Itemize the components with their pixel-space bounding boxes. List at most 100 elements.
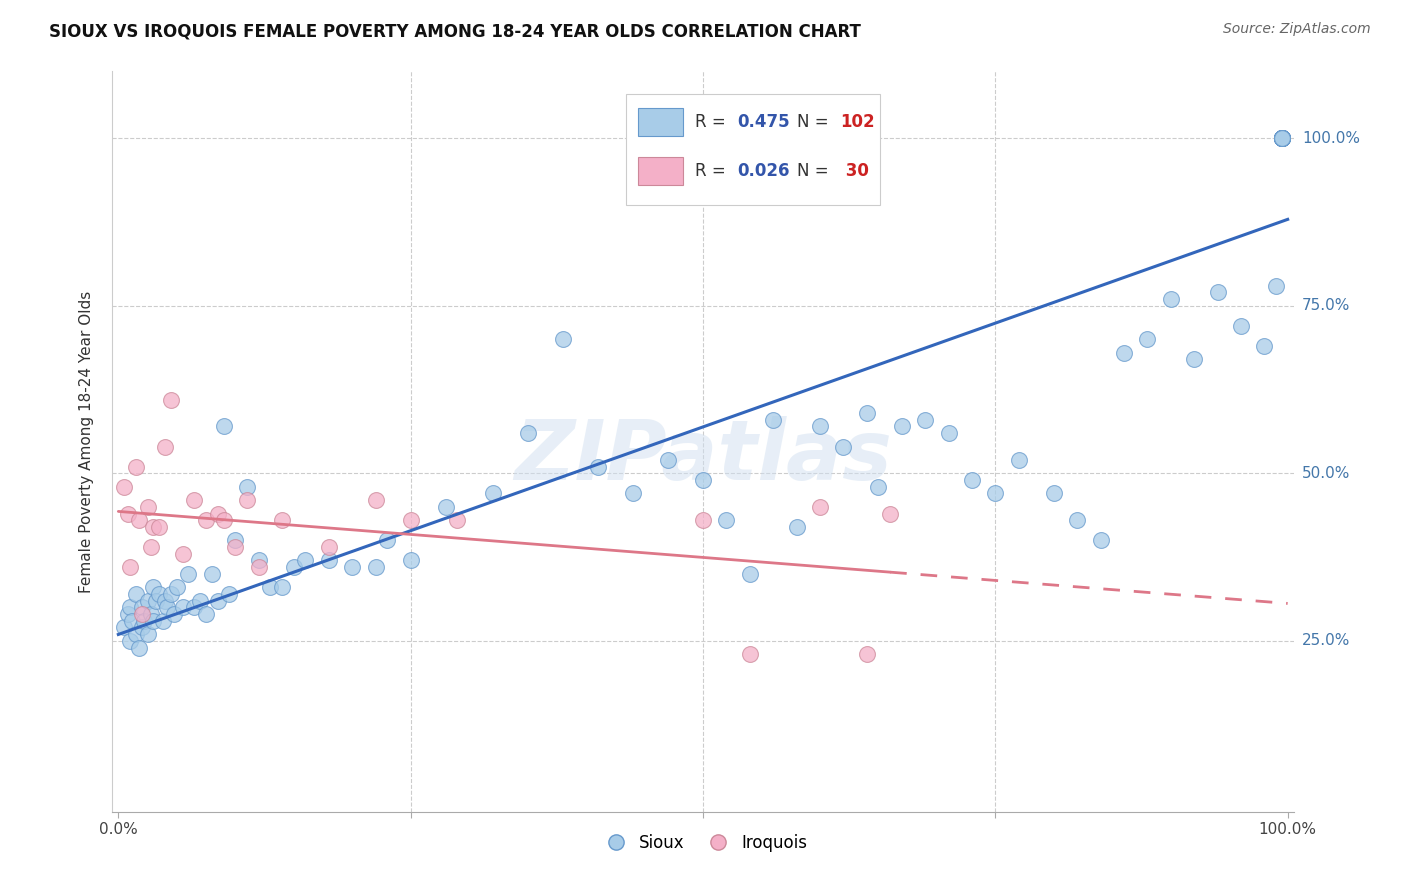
Point: [236, 480, 259, 494]
Point: [212, 513, 235, 527]
Point: [1271, 131, 1294, 145]
Point: [1271, 131, 1294, 145]
Point: [132, 614, 155, 628]
Point: [218, 587, 240, 601]
Point: [1066, 513, 1088, 527]
Y-axis label: Female Poverty Among 18-24 Year Olds: Female Poverty Among 18-24 Year Olds: [79, 291, 94, 592]
Point: [152, 614, 174, 628]
Point: [128, 640, 150, 655]
Point: [890, 419, 912, 434]
Text: 25.0%: 25.0%: [1302, 633, 1350, 648]
Point: [716, 513, 738, 527]
Point: [692, 513, 714, 527]
Point: [212, 419, 235, 434]
Point: [657, 453, 679, 467]
Point: [984, 486, 1007, 500]
Point: [131, 607, 153, 621]
Point: [1271, 131, 1294, 145]
Point: [1271, 131, 1294, 145]
Point: [125, 587, 148, 601]
Point: [207, 507, 229, 521]
Point: [1112, 345, 1135, 359]
Point: [195, 513, 218, 527]
Text: SIOUX VS IROQUOIS FEMALE POVERTY AMONG 18-24 YEAR OLDS CORRELATION CHART: SIOUX VS IROQUOIS FEMALE POVERTY AMONG 1…: [49, 22, 860, 40]
Point: [271, 580, 294, 594]
Point: [1271, 131, 1294, 145]
Point: [1271, 131, 1294, 145]
Point: [1271, 131, 1294, 145]
Point: [145, 593, 167, 607]
Point: [201, 566, 224, 581]
Point: [1008, 453, 1031, 467]
FancyBboxPatch shape: [638, 157, 683, 186]
Point: [434, 500, 457, 514]
Point: [1271, 131, 1294, 145]
Point: [153, 593, 176, 607]
Point: [399, 553, 422, 567]
Point: [112, 480, 135, 494]
Point: [1271, 131, 1294, 145]
Point: [142, 614, 165, 628]
Legend: Sioux, Iroquois: Sioux, Iroquois: [592, 828, 814, 859]
Point: [1271, 131, 1294, 145]
Point: [166, 580, 188, 594]
Point: [1271, 131, 1294, 145]
Point: [172, 547, 194, 561]
Point: [118, 600, 141, 615]
Point: [128, 513, 150, 527]
Point: [1043, 486, 1066, 500]
Point: [1271, 131, 1294, 145]
Point: [1253, 339, 1275, 353]
Point: [183, 600, 205, 615]
Point: [364, 493, 387, 508]
Point: [1271, 131, 1294, 145]
Point: [762, 413, 785, 427]
Point: [160, 392, 183, 407]
Text: N =: N =: [797, 112, 834, 131]
Point: [118, 633, 141, 648]
Point: [1271, 131, 1294, 145]
Point: [125, 627, 148, 641]
Point: [112, 620, 135, 634]
Text: 100.0%: 100.0%: [1302, 131, 1360, 146]
Text: 0.026: 0.026: [737, 162, 790, 180]
Point: [153, 440, 176, 454]
Point: [283, 560, 305, 574]
Point: [131, 600, 153, 615]
Point: [142, 520, 165, 534]
Point: [914, 413, 936, 427]
Text: 0.475: 0.475: [737, 112, 790, 131]
Point: [148, 587, 170, 601]
Point: [399, 513, 422, 527]
FancyBboxPatch shape: [638, 108, 683, 136]
Text: R =: R =: [695, 162, 731, 180]
Point: [1090, 533, 1112, 548]
Point: [139, 607, 162, 621]
Point: [375, 533, 398, 548]
Point: [142, 580, 165, 594]
Point: [156, 600, 179, 615]
Point: [1271, 131, 1294, 145]
Point: [1206, 285, 1229, 300]
Point: [121, 614, 143, 628]
Point: [1271, 131, 1294, 145]
Point: [1136, 332, 1159, 346]
Point: [481, 486, 503, 500]
Point: [236, 493, 259, 508]
Point: [271, 513, 294, 527]
Point: [136, 627, 159, 641]
Point: [224, 540, 246, 554]
Point: [786, 520, 808, 534]
Point: [340, 560, 363, 574]
Point: [1230, 318, 1253, 333]
Point: [247, 560, 270, 574]
Point: [207, 593, 229, 607]
Point: [139, 540, 162, 554]
Point: [1271, 131, 1294, 145]
Point: [172, 600, 194, 615]
Point: [738, 647, 761, 661]
Point: [1265, 278, 1288, 293]
Point: [1160, 292, 1182, 306]
Point: [1271, 131, 1294, 145]
Text: Source: ZipAtlas.com: Source: ZipAtlas.com: [1223, 22, 1371, 37]
